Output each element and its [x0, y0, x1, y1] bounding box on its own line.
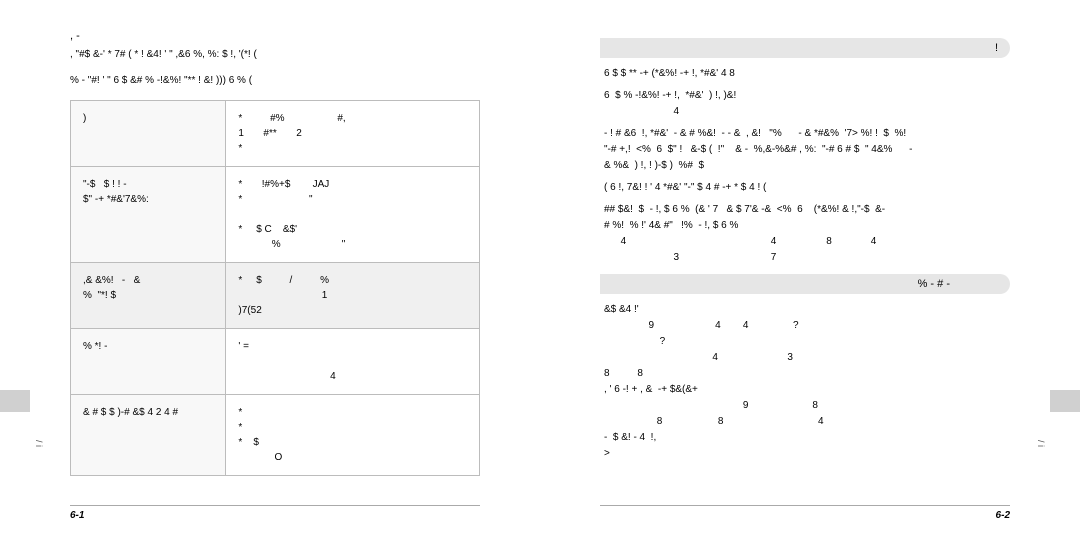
table-row: ) * #% #, 1 #** 2 *	[71, 101, 480, 167]
left-intro1: , "#$ &-' * 7# ( * ! &4! ' " ,&6 %, %: $…	[70, 48, 480, 62]
left-title: , -	[70, 30, 480, 42]
cell: )	[71, 101, 226, 167]
cell: * $ / % 1 )7(52	[226, 263, 480, 329]
para-1: 6 $ $ ** -+ (*&%! -+ !, *#&' 4 8	[600, 66, 1010, 82]
table-row: % *! - ' = 4	[71, 329, 480, 395]
para-5: ## $&! $ - !, $ 6 % (& ' 7 & $ 7'& -& <%…	[600, 202, 1010, 266]
cell: % *! -	[71, 329, 226, 395]
left-intro2: % - "#! ' " 6 $ &# % -!&%! "** ! &! ))) …	[70, 74, 480, 88]
cell: "-$ $ ! ! - $" -+ *#&'7&%:	[71, 167, 226, 263]
cell: ,& &%! - & % "*! $	[71, 263, 226, 329]
section-header-2: % - # -	[600, 274, 1010, 294]
header-1-text: !	[995, 42, 998, 54]
header-2-text: % - # -	[918, 278, 950, 290]
cell: ' = 4	[226, 329, 480, 395]
page-number-left: 6-1	[70, 505, 480, 521]
page-left: , - , "#$ &-' * 7# ( * ! &4! ' " ,&6 %, …	[30, 0, 520, 539]
page-right: ! 6 $ $ ** -+ (*&%! -+ !, *#&' 4 8 6 $ %…	[560, 0, 1050, 539]
table-row: & # $ $ )-# &$ 4 2 4 # * * * $ O	[71, 395, 480, 476]
tab-right	[1050, 390, 1080, 412]
table-row: ,& &%! - & % "*! $ * $ / % 1 )7(52	[71, 263, 480, 329]
section-header-1: !	[600, 38, 1010, 58]
spec-table: ) * #% #, 1 #** 2 * "-$ $ ! ! - $" -+ *#…	[70, 100, 480, 476]
para-2: 6 $ % -!&%! -+ !, *#&' ) !, )&! 4	[600, 88, 1010, 120]
cell: & # $ $ )-# &$ 4 2 4 #	[71, 395, 226, 476]
cell: * !#%+$ JAJ * " * $ C &$' % "	[226, 167, 480, 263]
para-6: &$ &4 !' 9 4 4 ? ? 4 3 8 8 , ' 6 -! + , …	[600, 302, 1010, 462]
para-3: - ! # &6 !, *#&' - & # %&! - - & , &! "%…	[600, 126, 1010, 174]
table-row: "-$ $ ! ! - $" -+ *#&'7&%: * !#%+$ JAJ *…	[71, 167, 480, 263]
cell: * * * $ O	[226, 395, 480, 476]
tab-left	[0, 390, 30, 412]
para-4: ( 6 !, 7&! ! ' 4 *#&' "-" $ 4 # -+ * $ 4…	[600, 180, 1010, 196]
cell: * #% #, 1 #** 2 *	[226, 101, 480, 167]
page-number-right: 6-2	[600, 505, 1010, 521]
